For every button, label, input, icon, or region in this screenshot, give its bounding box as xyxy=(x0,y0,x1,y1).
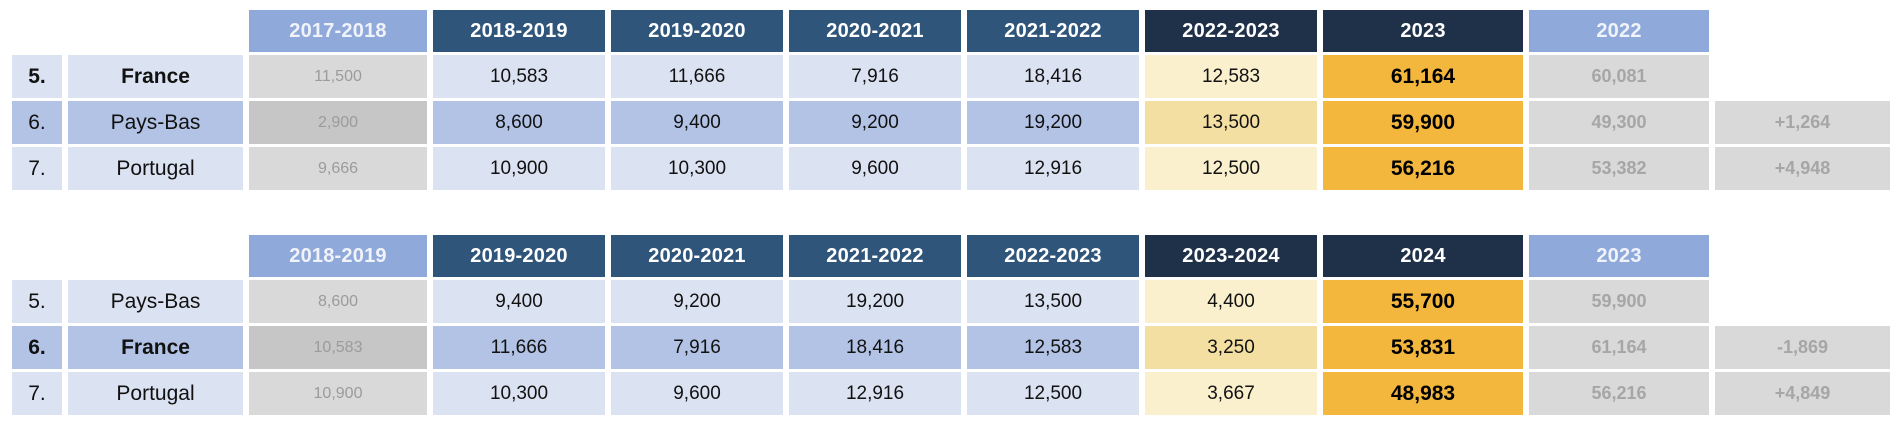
value-cell: 19,200 xyxy=(967,101,1139,144)
header-season-6: 2022-2023 xyxy=(1145,10,1317,52)
header-season-3: 2020-2021 xyxy=(611,235,783,277)
header-previous-year: 2023 xyxy=(1529,235,1709,277)
rank-cell: 7. xyxy=(12,147,62,190)
value-cell: 7,916 xyxy=(789,55,961,98)
country-cell: Pays-Bas xyxy=(68,280,243,323)
value-cell: 12,583 xyxy=(1145,55,1317,98)
value-cell: 10,583 xyxy=(249,326,427,369)
country-cell: France xyxy=(68,55,243,98)
header-total-year: 2023 xyxy=(1323,10,1523,52)
total-cell: 59,900 xyxy=(1323,101,1523,144)
rank-cell: 5. xyxy=(12,280,62,323)
value-cell: 13,500 xyxy=(1145,101,1317,144)
country-cell: France xyxy=(68,326,243,369)
evolution-cell: -1,869 xyxy=(1715,326,1890,369)
header-season-5: 2022-2023 xyxy=(967,235,1139,277)
value-cell: 3,667 xyxy=(1145,372,1317,415)
value-cell: 10,300 xyxy=(433,372,605,415)
header-evolution-blank xyxy=(1715,10,1890,52)
value-cell: 12,500 xyxy=(967,372,1139,415)
evolution-cell-empty xyxy=(1715,280,1890,323)
header-rank-blank xyxy=(12,235,62,277)
header-country-blank xyxy=(68,235,243,277)
header-evolution-blank xyxy=(1715,235,1890,277)
evolution-cell: +4,948 xyxy=(1715,147,1890,190)
header-country-blank xyxy=(68,10,243,52)
value-cell: 19,200 xyxy=(789,280,961,323)
value-cell: 11,666 xyxy=(433,326,605,369)
value-cell: 3,250 xyxy=(1145,326,1317,369)
total-cell: 56,216 xyxy=(1323,147,1523,190)
value-cell: 9,600 xyxy=(611,372,783,415)
previous-year-cell: 59,900 xyxy=(1529,280,1709,323)
table-season-2024: 2018-2019 2019-2020 2020-2021 2021-2022 … xyxy=(12,235,1890,415)
header-total-year: 2024 xyxy=(1323,235,1523,277)
rank-cell: 7. xyxy=(12,372,62,415)
value-cell: 2,900 xyxy=(249,101,427,144)
previous-year-cell: 53,382 xyxy=(1529,147,1709,190)
header-season-1: 2018-2019 xyxy=(249,235,427,277)
header-season-6: 2023-2024 xyxy=(1145,235,1317,277)
rank-cell: 6. xyxy=(12,101,62,144)
header-season-3: 2019-2020 xyxy=(611,10,783,52)
value-cell: 7,916 xyxy=(611,326,783,369)
header-season-1: 2017-2018 xyxy=(249,10,427,52)
value-cell: 4,400 xyxy=(1145,280,1317,323)
country-cell: Portugal xyxy=(68,147,243,190)
header-season-4: 2020-2021 xyxy=(789,10,961,52)
header-season-4: 2021-2022 xyxy=(789,235,961,277)
value-cell: 12,500 xyxy=(1145,147,1317,190)
country-cell: Portugal xyxy=(68,372,243,415)
evolution-cell-empty xyxy=(1715,55,1890,98)
value-cell: 10,583 xyxy=(433,55,605,98)
header-season-2: 2018-2019 xyxy=(433,10,605,52)
rank-cell: 5. xyxy=(12,55,62,98)
header-previous-year: 2022 xyxy=(1529,10,1709,52)
value-cell: 9,200 xyxy=(789,101,961,144)
rank-cell: 6. xyxy=(12,326,62,369)
value-cell: 8,600 xyxy=(249,280,427,323)
value-cell: 13,500 xyxy=(967,280,1139,323)
value-cell: 11,666 xyxy=(611,55,783,98)
header-season-2: 2019-2020 xyxy=(433,235,605,277)
value-cell: 8,600 xyxy=(433,101,605,144)
value-cell: 12,583 xyxy=(967,326,1139,369)
header-rank-blank xyxy=(12,10,62,52)
value-cell: 9,400 xyxy=(611,101,783,144)
previous-year-cell: 61,164 xyxy=(1529,326,1709,369)
value-cell: 11,500 xyxy=(249,55,427,98)
value-cell: 12,916 xyxy=(789,372,961,415)
total-cell: 53,831 xyxy=(1323,326,1523,369)
value-cell: 9,666 xyxy=(249,147,427,190)
value-cell: 9,600 xyxy=(789,147,961,190)
country-cell: Pays-Bas xyxy=(68,101,243,144)
table-season-2023: 2017-2018 2018-2019 2019-2020 2020-2021 … xyxy=(12,10,1890,190)
evolution-cell: +4,849 xyxy=(1715,372,1890,415)
previous-year-cell: 56,216 xyxy=(1529,372,1709,415)
value-cell: 18,416 xyxy=(967,55,1139,98)
value-cell: 10,300 xyxy=(611,147,783,190)
value-cell: 9,200 xyxy=(611,280,783,323)
header-season-5: 2021-2022 xyxy=(967,10,1139,52)
value-cell: 12,916 xyxy=(967,147,1139,190)
value-cell: 10,900 xyxy=(249,372,427,415)
total-cell: 61,164 xyxy=(1323,55,1523,98)
total-cell: 55,700 xyxy=(1323,280,1523,323)
total-cell: 48,983 xyxy=(1323,372,1523,415)
value-cell: 10,900 xyxy=(433,147,605,190)
evolution-cell: +1,264 xyxy=(1715,101,1890,144)
value-cell: 9,400 xyxy=(433,280,605,323)
value-cell: 18,416 xyxy=(789,326,961,369)
previous-year-cell: 49,300 xyxy=(1529,101,1709,144)
previous-year-cell: 60,081 xyxy=(1529,55,1709,98)
